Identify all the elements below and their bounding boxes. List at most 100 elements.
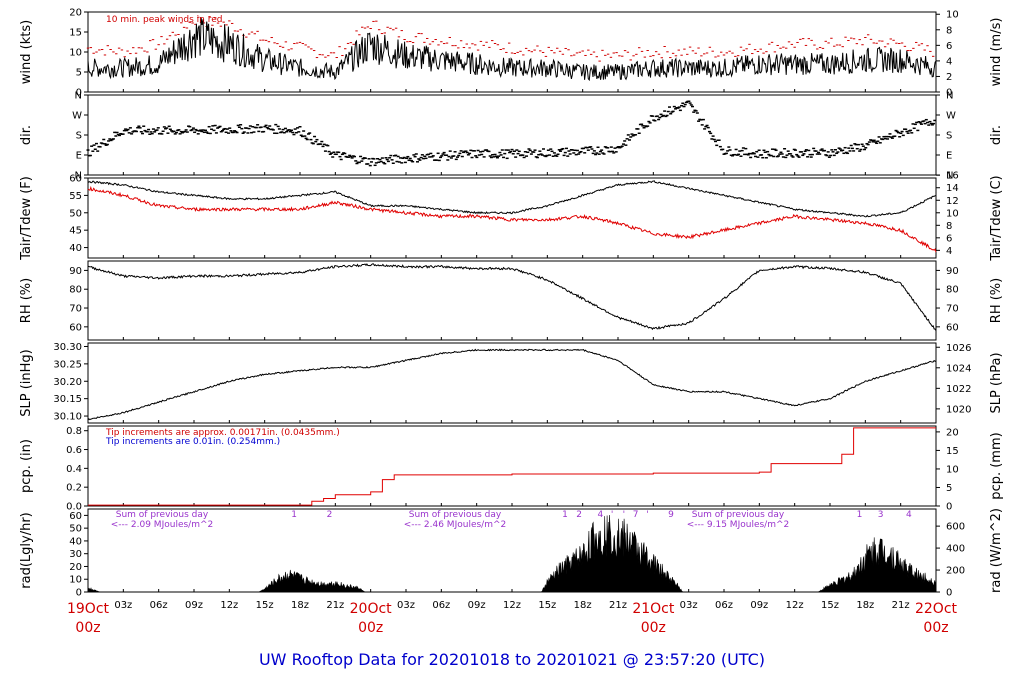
y-axis-label-right: rad (W/m^2) bbox=[989, 508, 1004, 593]
hour-marker: 1 bbox=[562, 510, 568, 520]
right-tick-label: 8 bbox=[946, 221, 952, 232]
right-tick-label: 90 bbox=[946, 266, 959, 277]
left-tick-label: E bbox=[76, 151, 82, 162]
right-tick-label: 10 bbox=[946, 10, 959, 21]
left-tick-label: 40 bbox=[69, 536, 82, 547]
hour-marker: 4 bbox=[906, 510, 912, 520]
right-tick-label: 6 bbox=[946, 233, 952, 244]
right-tick-label: 600 bbox=[946, 522, 965, 533]
x-day-time-label: 00z bbox=[923, 620, 948, 636]
right-tick-label: 5 bbox=[946, 483, 952, 494]
right-tick-label: 400 bbox=[946, 544, 965, 555]
left-tick-label: 15 bbox=[69, 28, 82, 39]
right-tick-label: S bbox=[946, 131, 952, 142]
hour-marker: 2 bbox=[576, 510, 582, 520]
x-hour-label: 18z bbox=[856, 600, 874, 611]
hour-marker: ' bbox=[646, 510, 648, 520]
panel-frame bbox=[87, 342, 937, 424]
x-axis: 03z 06z 09z 12z 15z 18z 21z 03z 06z 09z 12z 15z 18z 2… bbox=[67, 600, 958, 636]
right-tick-label: 0 bbox=[946, 88, 952, 99]
panel-frame bbox=[87, 508, 937, 593]
right-tick-label: 80 bbox=[946, 285, 959, 296]
right-tick-label: 1024 bbox=[946, 363, 971, 374]
right-tick-label: 16 bbox=[946, 171, 959, 182]
y-axis-label-right: wind (m/s) bbox=[989, 18, 1004, 87]
left-tick-label: N bbox=[75, 171, 82, 182]
hour-marker: ' bbox=[623, 510, 625, 520]
x-hour-label: 06z bbox=[715, 600, 733, 611]
left-tick-label: 90 bbox=[69, 266, 82, 277]
day-sum-title: Sum of previous day bbox=[409, 510, 502, 520]
hour-marker: 7 bbox=[633, 510, 639, 520]
hour-marker: ' bbox=[611, 510, 613, 520]
x-hour-label: 06z bbox=[150, 600, 168, 611]
y-axis-label-right: pcp. (mm) bbox=[989, 432, 1004, 499]
y-axis-label-left: wind (kts) bbox=[19, 20, 34, 84]
left-tick-label: 30.20 bbox=[53, 377, 82, 388]
y-axis-label-right: RH (%) bbox=[989, 278, 1004, 323]
chart-title: UW Rooftop Data for 20201018 to 20201021… bbox=[259, 650, 765, 669]
left-tick-label: 0.6 bbox=[66, 445, 82, 456]
left-tick-label: 0.4 bbox=[66, 464, 82, 475]
left-tick-label: 60 bbox=[69, 322, 82, 333]
x-day-time-label: 00z bbox=[358, 620, 383, 636]
left-tick-label: 30.10 bbox=[53, 412, 82, 423]
slp-line bbox=[87, 348, 937, 421]
hour-marker: 9 bbox=[668, 510, 674, 520]
x-hour-label: 03z bbox=[397, 600, 415, 611]
x-hour-label: 09z bbox=[468, 600, 486, 611]
right-tick-label: 12 bbox=[946, 196, 959, 207]
y-axis-label-left: dir. bbox=[19, 125, 34, 145]
right-tick-label: 4 bbox=[946, 246, 952, 257]
hour-marker: 4 bbox=[597, 510, 603, 520]
left-tick-label: 5 bbox=[76, 68, 82, 79]
left-tick-label: 30.25 bbox=[53, 359, 82, 370]
y-axis-label-right: Tair/Tdew (C) bbox=[989, 175, 1004, 261]
hour-marker: 3 bbox=[878, 510, 884, 520]
panel-frame bbox=[87, 94, 937, 176]
dewpoint-line bbox=[87, 185, 937, 253]
x-hour-label: 06z bbox=[432, 600, 450, 611]
day-sum-title: Sum of previous day bbox=[116, 510, 209, 520]
left-tick-label: 0.2 bbox=[66, 483, 82, 494]
left-tick-label: 40 bbox=[69, 243, 82, 254]
rh-line bbox=[87, 263, 937, 332]
radiation-area bbox=[87, 514, 937, 593]
right-tick-label: N bbox=[946, 91, 953, 102]
x-hour-label: 21z bbox=[892, 600, 910, 611]
x-day-time-label: 00z bbox=[75, 620, 100, 636]
right-tick-label: 0 bbox=[946, 588, 952, 599]
x-hour-label: 21z bbox=[609, 600, 627, 611]
right-tick-label: 4 bbox=[946, 56, 952, 67]
left-tick-label: W bbox=[72, 111, 82, 122]
x-hour-label: 15z bbox=[256, 600, 274, 611]
right-tick-label: 1022 bbox=[946, 384, 971, 395]
right-tick-label: 8 bbox=[946, 25, 952, 36]
x-hour-label: 03z bbox=[680, 600, 698, 611]
hour-marker: 2 bbox=[327, 510, 333, 520]
right-tick-label: W bbox=[946, 111, 956, 122]
x-day-label: 22Oct bbox=[915, 601, 958, 617]
day-sum-value: <--- 2.46 MJoules/m^2 bbox=[404, 520, 506, 530]
right-tick-label: 10 bbox=[946, 208, 959, 219]
x-hour-label: 18z bbox=[574, 600, 592, 611]
left-tick-label: 20 bbox=[69, 8, 82, 19]
left-tick-label: 50 bbox=[69, 208, 82, 219]
day-sum-value: <--- 9.15 MJoules/m^2 bbox=[687, 520, 789, 530]
left-tick-label: 0 bbox=[76, 88, 82, 99]
left-tick-label: 0 bbox=[76, 588, 82, 599]
right-tick-label: 10 bbox=[946, 464, 959, 475]
left-tick-label: 30.15 bbox=[53, 394, 82, 405]
tip-annotation-blue: Tip increments are 0.01in. (0.254mm.) bbox=[105, 437, 280, 447]
day-sum-title: Sum of previous day bbox=[692, 510, 785, 520]
y-axis-label-left: pcp. (in) bbox=[19, 439, 34, 493]
x-hour-label: 15z bbox=[821, 600, 839, 611]
x-hour-label: 09z bbox=[185, 600, 203, 611]
x-hour-label: 21z bbox=[326, 600, 344, 611]
day-sum-value: <--- 2.09 MJoules/m^2 bbox=[111, 520, 213, 530]
left-tick-label: 50 bbox=[69, 524, 82, 535]
left-tick-label: N bbox=[75, 91, 82, 102]
panel-frame bbox=[87, 177, 937, 259]
y-axis-label-left: Tair/Tdew (F) bbox=[19, 176, 34, 261]
